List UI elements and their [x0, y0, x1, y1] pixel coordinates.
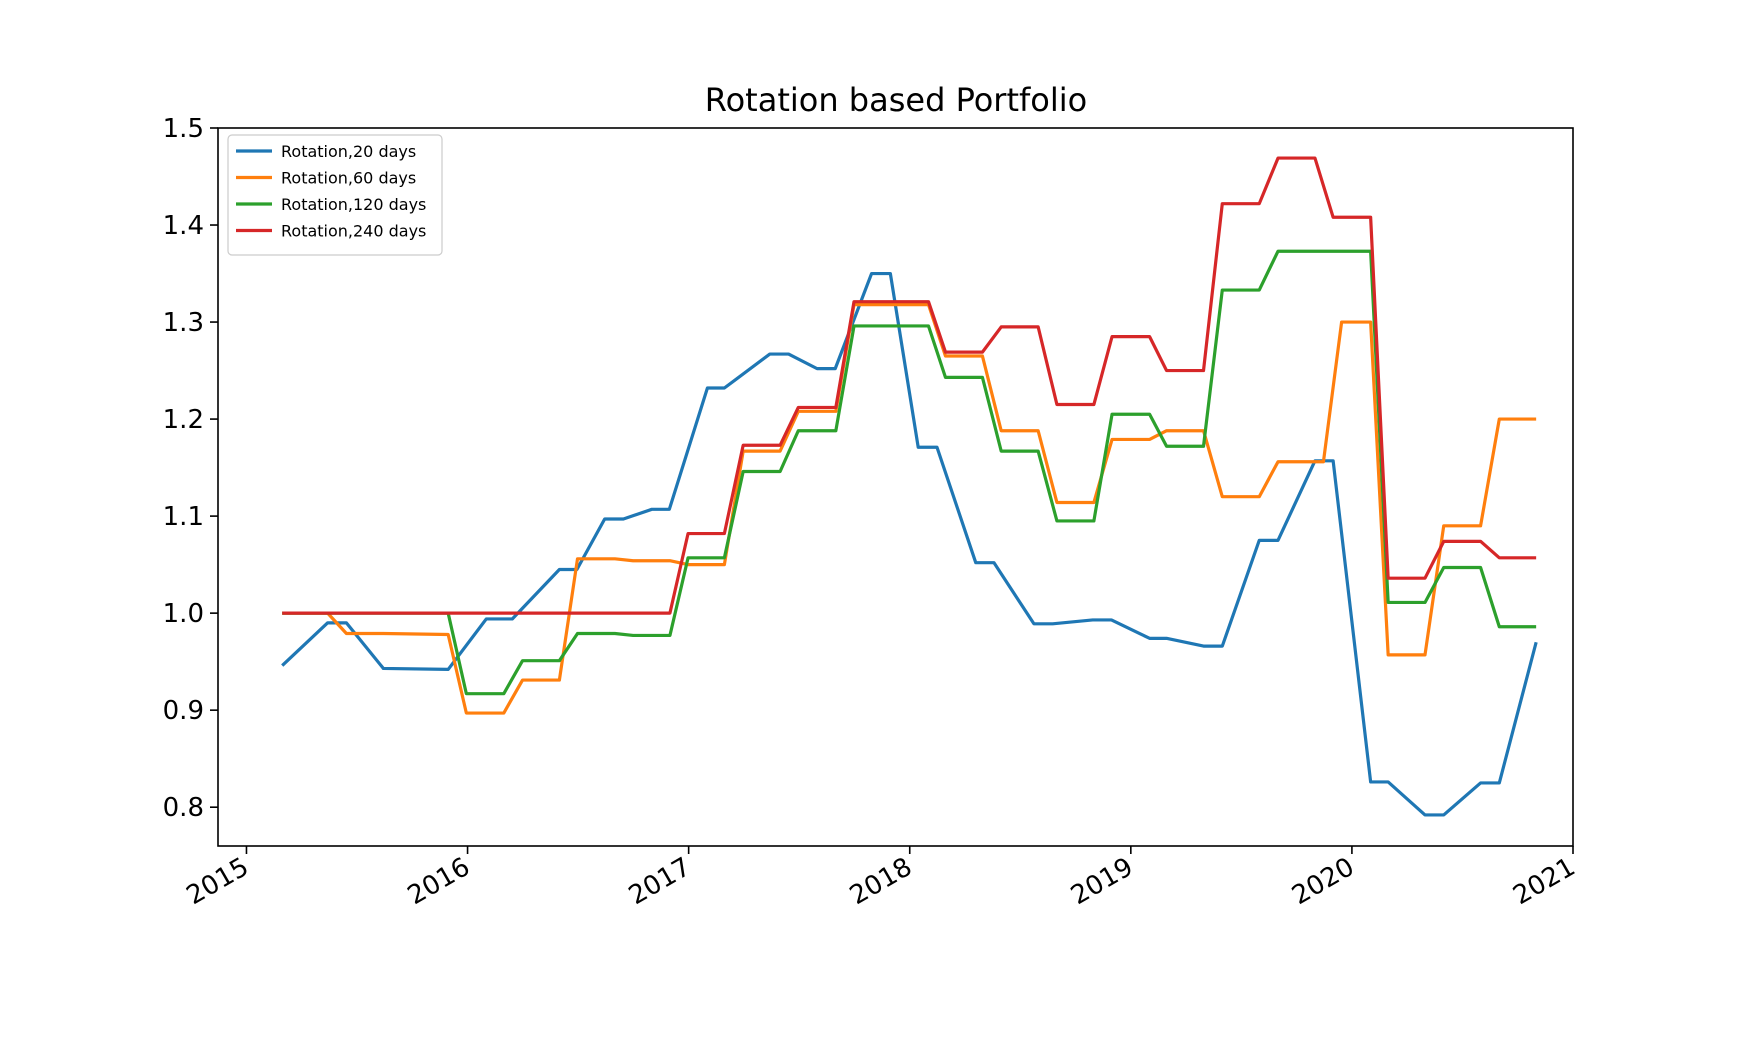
y-tick-label: 0.8: [163, 793, 204, 823]
legend-label: Rotation,120 days: [281, 195, 426, 214]
y-tick-label: 1.2: [163, 405, 204, 435]
series-line-1: [281, 271, 1538, 817]
series-layer: [281, 156, 1538, 817]
legend: Rotation,20 days Rotation,60 days Rotation…: [227, 134, 443, 256]
legend-box: [227, 134, 443, 256]
y-tick-label: 1.4: [163, 211, 204, 241]
legend-label: Rotation,60 days: [281, 169, 416, 188]
series-line-2: [282, 302, 1537, 715]
legend-label: Rotation,20 days: [281, 142, 416, 161]
y-tick-label: 1.0: [163, 599, 204, 629]
y-tick-label: 1.5: [163, 114, 204, 144]
y-axis: 0.8 0.9 1.0 1.1 1.2 1.3 1.4 1.5: [163, 114, 218, 823]
y-tick-label: 1.3: [163, 308, 204, 338]
plot-area-frame: [217, 127, 1574, 847]
y-tick-label: 1.1: [163, 502, 204, 532]
chart-title: Rotation based Portfolio: [705, 81, 1087, 119]
series-line-3: [282, 249, 1537, 696]
series-line-4: [282, 156, 1537, 615]
legend-label: Rotation,240 days: [281, 222, 426, 241]
y-tick-label: 0.9: [163, 696, 204, 726]
